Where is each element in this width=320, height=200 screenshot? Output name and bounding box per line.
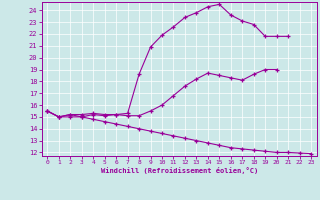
X-axis label: Windchill (Refroidissement éolien,°C): Windchill (Refroidissement éolien,°C) <box>100 167 258 174</box>
